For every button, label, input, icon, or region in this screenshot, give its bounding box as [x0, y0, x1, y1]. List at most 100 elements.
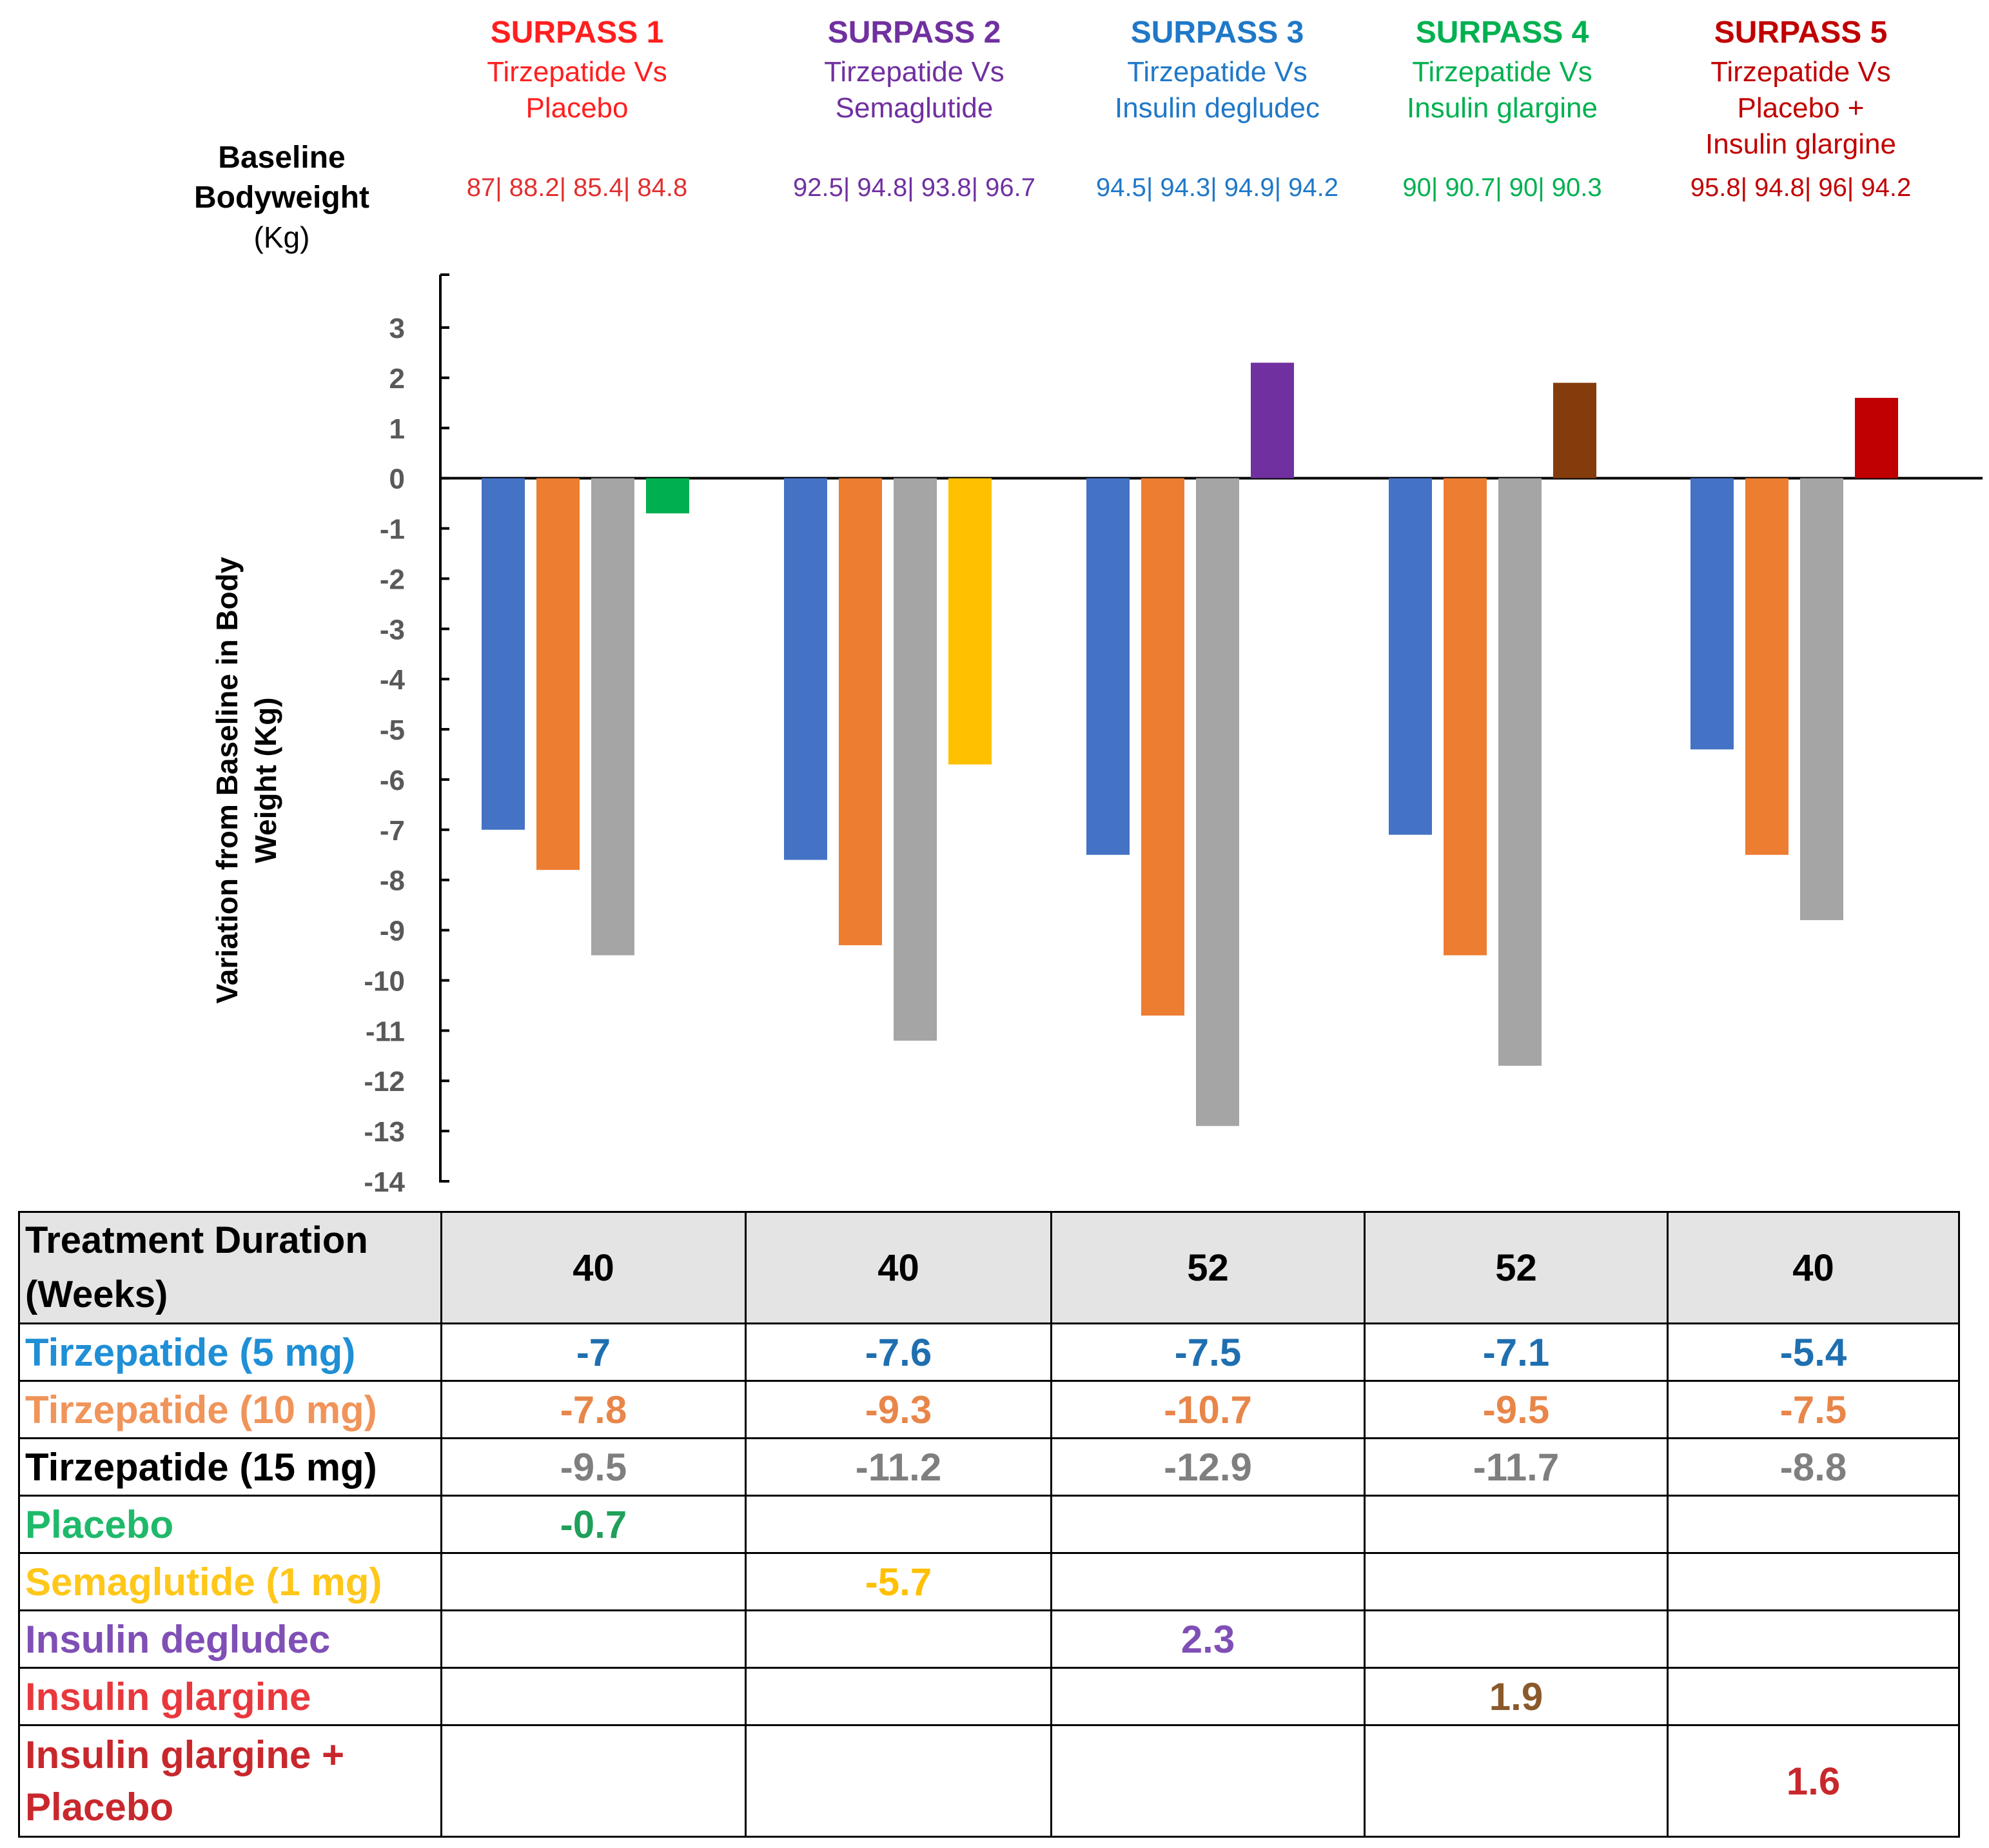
- bar-chart: SURPASS 1 Tirzepatide Vs Placebo 87| 88.2| …: [194, 15, 1983, 1198]
- value-cell: [1364, 1552, 1669, 1611]
- duration-cell: 52: [1364, 1211, 1669, 1324]
- trial-subtitle: Tirzepatide Vs: [487, 56, 667, 88]
- row-label: Insulin degludec: [18, 1609, 442, 1669]
- value-cell: [1667, 1495, 1960, 1554]
- row-label: Tirzepatide (5 mg): [18, 1322, 442, 1382]
- y-tick-label: -10: [364, 965, 405, 997]
- bar: [1444, 478, 1487, 956]
- value-cell: -5.4: [1667, 1322, 1960, 1382]
- value-cell: 2.3: [1050, 1609, 1366, 1669]
- value-cell: [745, 1495, 1052, 1554]
- value-cell: -0.7: [440, 1495, 747, 1554]
- table-row: Placebo -0.7: [18, 1495, 1960, 1554]
- trial-subtitle: Tirzepatide Vs: [1412, 56, 1592, 88]
- value-cell: -7: [440, 1322, 747, 1382]
- table-row: Semaglutide (1 mg) -5.7: [18, 1552, 1960, 1611]
- value-cell: 1.6: [1667, 1724, 1960, 1838]
- trial-title: SURPASS 3: [1131, 15, 1304, 50]
- baseline-label-line1: Baseline: [218, 141, 345, 175]
- value-cell: -8.8: [1667, 1437, 1960, 1497]
- bar: [1251, 362, 1294, 478]
- value-cell: [1364, 1724, 1669, 1838]
- value-cell: -9.5: [440, 1437, 747, 1497]
- value-cell: -9.5: [1364, 1380, 1669, 1439]
- y-tick-label: -3: [380, 614, 405, 645]
- table-row: Tirzepatide (10 mg) -7.8 -9.3 -10.7 -9.5 -7.5: [18, 1380, 1960, 1439]
- bar: [1690, 478, 1734, 750]
- trial-baseline-weights: 90| 90.7| 90| 90.3: [1402, 173, 1602, 202]
- bar: [784, 478, 827, 860]
- trial-baseline-weights: 94.5| 94.3| 94.9| 94.2: [1096, 173, 1338, 202]
- trial-title: SURPASS 1: [491, 15, 664, 50]
- table-row: Insulin degludec 2.3: [18, 1609, 1960, 1669]
- y-axis-title-line1: Variation from Baseline in Body: [210, 556, 244, 1003]
- trial-headers: SURPASS 1 Tirzepatide Vs Placebo 87| 88.2| …: [467, 15, 1912, 202]
- trial-baseline-weights: 95.8| 94.8| 96| 94.2: [1690, 173, 1912, 202]
- trial-subtitle: Insulin glargine: [1407, 92, 1598, 124]
- value-cell: [440, 1552, 747, 1611]
- y-tick-label: -14: [364, 1166, 405, 1198]
- y-tick-label: -5: [380, 714, 405, 746]
- trial-subtitle: Placebo: [525, 92, 628, 124]
- row-label: Tirzepatide (15 mg): [18, 1437, 442, 1497]
- trial-subtitle: Insulin glargine: [1705, 128, 1896, 160]
- trial-title: SURPASS 5: [1714, 15, 1888, 50]
- table-header-row: Treatment Duration (Weeks) 40 40 52 52 40: [18, 1211, 1960, 1324]
- bar: [948, 478, 992, 765]
- y-tick-label: -2: [380, 564, 405, 595]
- y-tick-label: -13: [364, 1116, 405, 1148]
- value-cell: [745, 1609, 1052, 1669]
- value-cell: [1364, 1609, 1669, 1669]
- row-label: Semaglutide (1 mg): [18, 1552, 442, 1611]
- y-tick-label: 3: [389, 313, 405, 344]
- value-cell: [440, 1724, 747, 1838]
- y-tick-label: 1: [389, 413, 405, 445]
- baseline-label-line2: Bodyweight: [194, 181, 369, 215]
- table-row: Tirzepatide (15 mg) -9.5 -11.2 -12.9 -11.7 -8…: [18, 1437, 1960, 1497]
- y-tick-label: -11: [366, 1016, 405, 1047]
- row-label: Placebo: [18, 1495, 442, 1554]
- value-cell: -7.5: [1050, 1322, 1366, 1382]
- y-tick-label: -7: [380, 815, 405, 847]
- bar: [1855, 398, 1898, 478]
- y-tick-label: -1: [380, 514, 405, 546]
- trial-subtitle: Tirzepatide Vs: [824, 56, 1004, 88]
- y-tick-label: -4: [380, 664, 406, 696]
- bar: [1745, 478, 1788, 855]
- y-tick-label: -12: [364, 1066, 405, 1097]
- value-cell: [1050, 1667, 1366, 1726]
- bar: [1498, 478, 1542, 1066]
- value-cell: -11.2: [745, 1437, 1052, 1497]
- y-tick-label: -9: [380, 916, 405, 947]
- bar: [536, 478, 580, 870]
- bar: [1141, 478, 1184, 1016]
- y-tick-label: -6: [380, 765, 405, 796]
- results-table: Treatment Duration (Weeks) 40 40 52 52 40 Tirze…: [18, 1211, 1960, 1838]
- table-row: Tirzepatide (5 mg) -7 -7.6 -7.5 -7.1 -5.4: [18, 1322, 1960, 1382]
- trial-title: SURPASS 2: [828, 15, 1001, 50]
- duration-cell: 40: [1667, 1211, 1960, 1324]
- value-cell: 1.9: [1364, 1667, 1669, 1726]
- bar: [646, 478, 689, 514]
- value-cell: [1050, 1552, 1366, 1611]
- value-cell: -7.1: [1364, 1322, 1669, 1382]
- table-row: Insulin glargine 1.9: [18, 1667, 1960, 1726]
- trial-subtitle: Insulin degludec: [1115, 92, 1320, 124]
- value-cell: [1667, 1552, 1960, 1611]
- row-label: Tirzepatide (10 mg): [18, 1380, 442, 1439]
- value-cell: [440, 1667, 747, 1726]
- y-tick-label: 0: [389, 464, 405, 495]
- duration-cell: 52: [1050, 1211, 1366, 1324]
- value-cell: [1364, 1495, 1669, 1554]
- trial-baseline-weights: 87| 88.2| 85.4| 84.8: [467, 173, 688, 202]
- bar: [1553, 382, 1596, 478]
- value-cell: [1050, 1724, 1366, 1838]
- duration-cell: 40: [745, 1211, 1052, 1324]
- bar: [1389, 478, 1432, 835]
- value-cell: -11.7: [1364, 1437, 1669, 1497]
- value-cell: -7.5: [1667, 1380, 1960, 1439]
- bar: [1800, 478, 1843, 921]
- duration-cell: 40: [440, 1211, 747, 1324]
- bar: [591, 478, 634, 956]
- baseline-label-unit: (Kg): [254, 221, 310, 254]
